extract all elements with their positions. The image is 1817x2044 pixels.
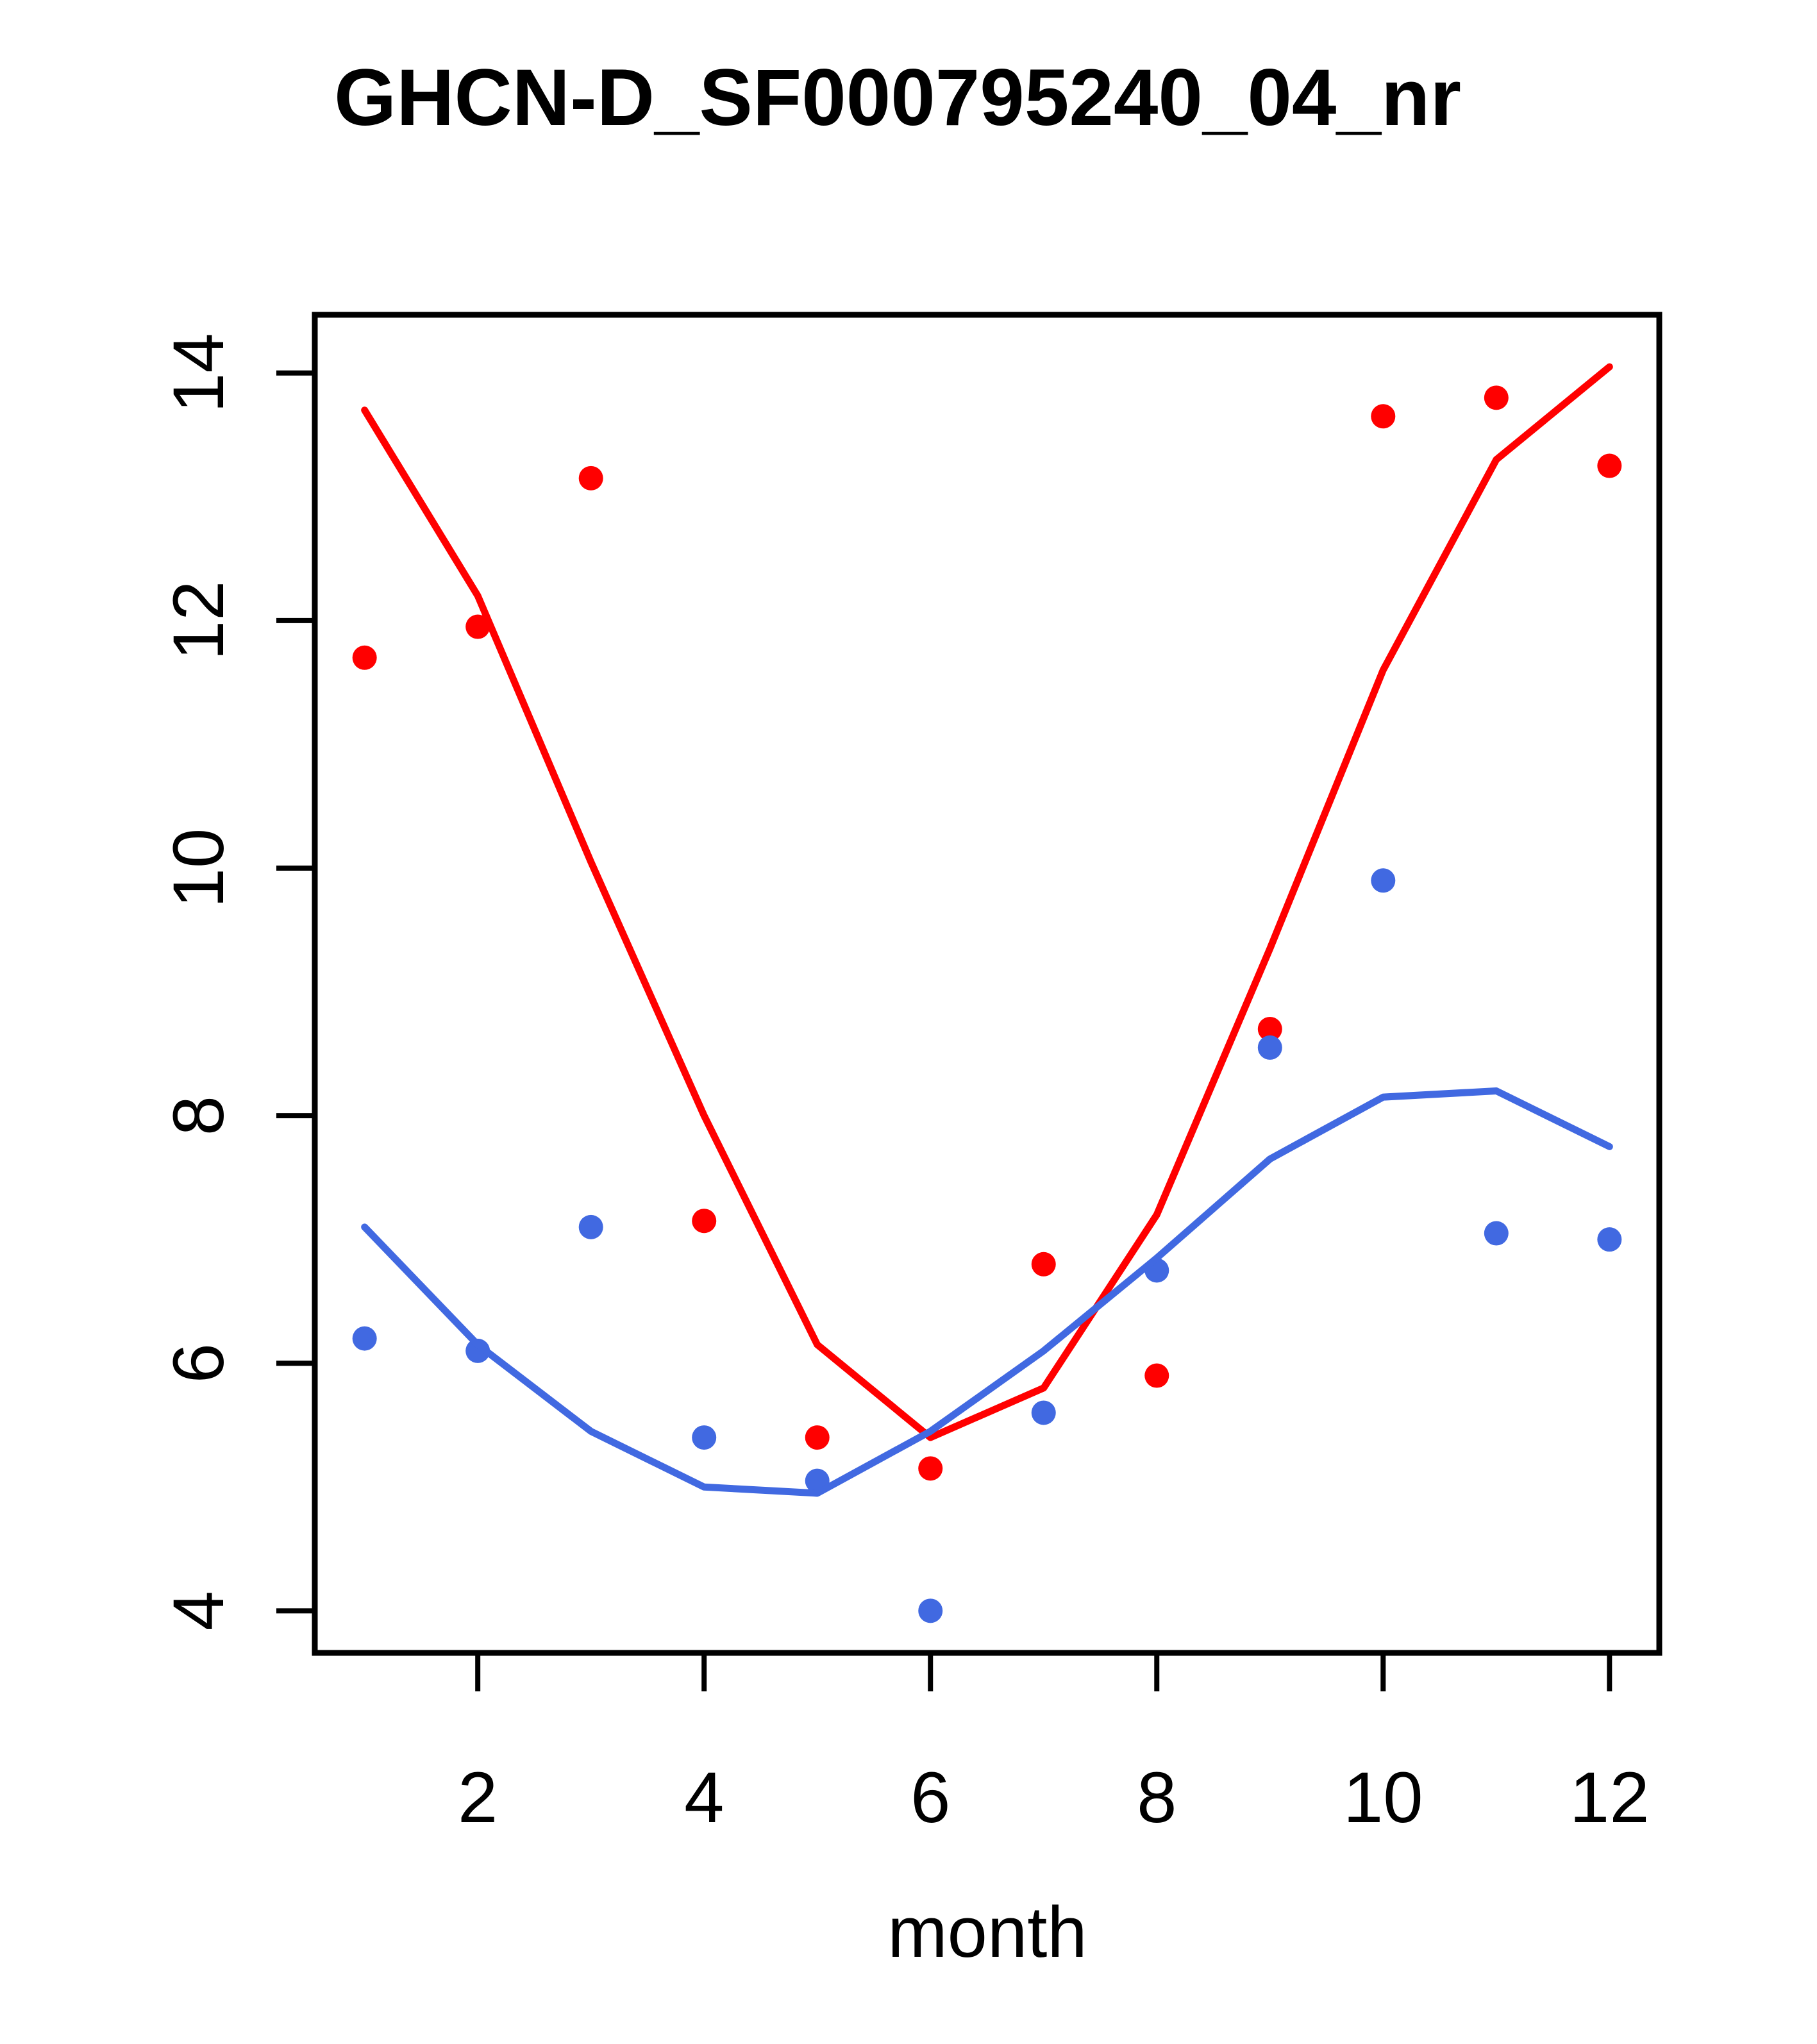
blue-points-dot [1597,1227,1622,1252]
x-tick-label: 10 [1343,1757,1423,1838]
blue-points-dot [692,1425,717,1450]
x-tick-label: 2 [458,1757,498,1838]
y-axis: 4 6 8 10 12 14 [158,333,315,1631]
x-axis-label: month [887,1892,1087,1972]
y-tick-label: 10 [158,828,239,909]
blue-points-dot [1257,1035,1282,1060]
red-points-dot [1257,1016,1282,1041]
blue-points-dot [1371,868,1396,893]
red-points-dot [805,1425,830,1450]
series-layer [352,363,1622,1623]
y-tick-label: 8 [158,1096,239,1135]
red-points-dot [578,465,603,490]
blue-points-dot [465,1338,490,1363]
x-tick-label: 12 [1570,1757,1650,1838]
y-tick-label: 14 [158,333,239,413]
x-tick-label: 8 [1137,1757,1176,1838]
chart-title: GHCN-D_SF000795240_04_nr [334,53,1461,142]
y-tick-label: 12 [158,581,239,661]
red-points-dot [1597,453,1622,478]
blue-fit-line [361,1087,1613,1497]
blue-points-dot [918,1598,943,1623]
red-points-dot [1144,1363,1169,1388]
blue-points-dot [1484,1221,1509,1246]
red-points-dot [1031,1252,1056,1277]
red-fit-line [361,363,1613,1441]
red-points-dot [692,1209,717,1234]
plot-box [312,312,1662,1656]
x-tick-label: 4 [684,1757,724,1838]
red-points-dot [465,614,490,639]
blue-points-dot [352,1326,377,1351]
blue-points-dot [1031,1400,1056,1425]
red-points-dot [1484,385,1509,410]
y-tick-label: 6 [158,1343,239,1383]
red-points-dot [1371,404,1396,429]
y-tick-label: 4 [158,1591,239,1630]
x-axis: 2 4 6 8 10 12 [458,1653,1650,1838]
x-tick-label: 6 [910,1757,950,1838]
red-points-dot [352,645,377,670]
red-points-dot [918,1456,943,1481]
blue-points-dot [578,1214,603,1239]
